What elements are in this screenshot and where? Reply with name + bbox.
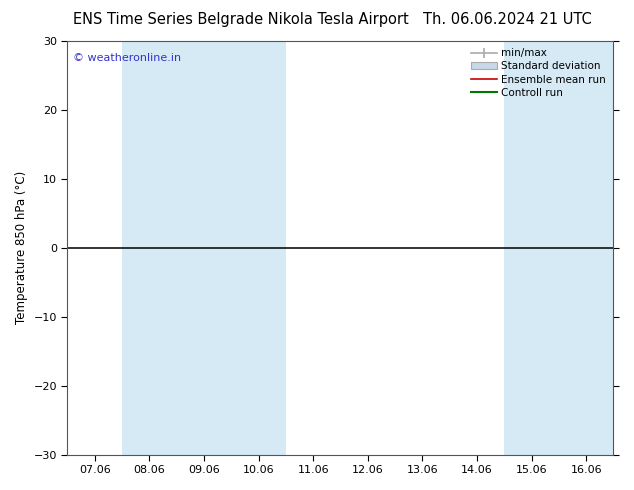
Bar <box>504 41 559 455</box>
Legend: min/max, Standard deviation, Ensemble mean run, Controll run: min/max, Standard deviation, Ensemble me… <box>467 44 611 102</box>
Bar <box>122 41 177 455</box>
Bar <box>231 41 286 455</box>
Text: ENS Time Series Belgrade Nikola Tesla Airport: ENS Time Series Belgrade Nikola Tesla Ai… <box>73 12 409 27</box>
Text: Th. 06.06.2024 21 UTC: Th. 06.06.2024 21 UTC <box>423 12 592 27</box>
Text: © weatheronline.in: © weatheronline.in <box>73 53 181 64</box>
Y-axis label: Temperature 850 hPa (°C): Temperature 850 hPa (°C) <box>15 171 28 324</box>
Bar <box>559 41 614 455</box>
Bar <box>177 41 231 455</box>
